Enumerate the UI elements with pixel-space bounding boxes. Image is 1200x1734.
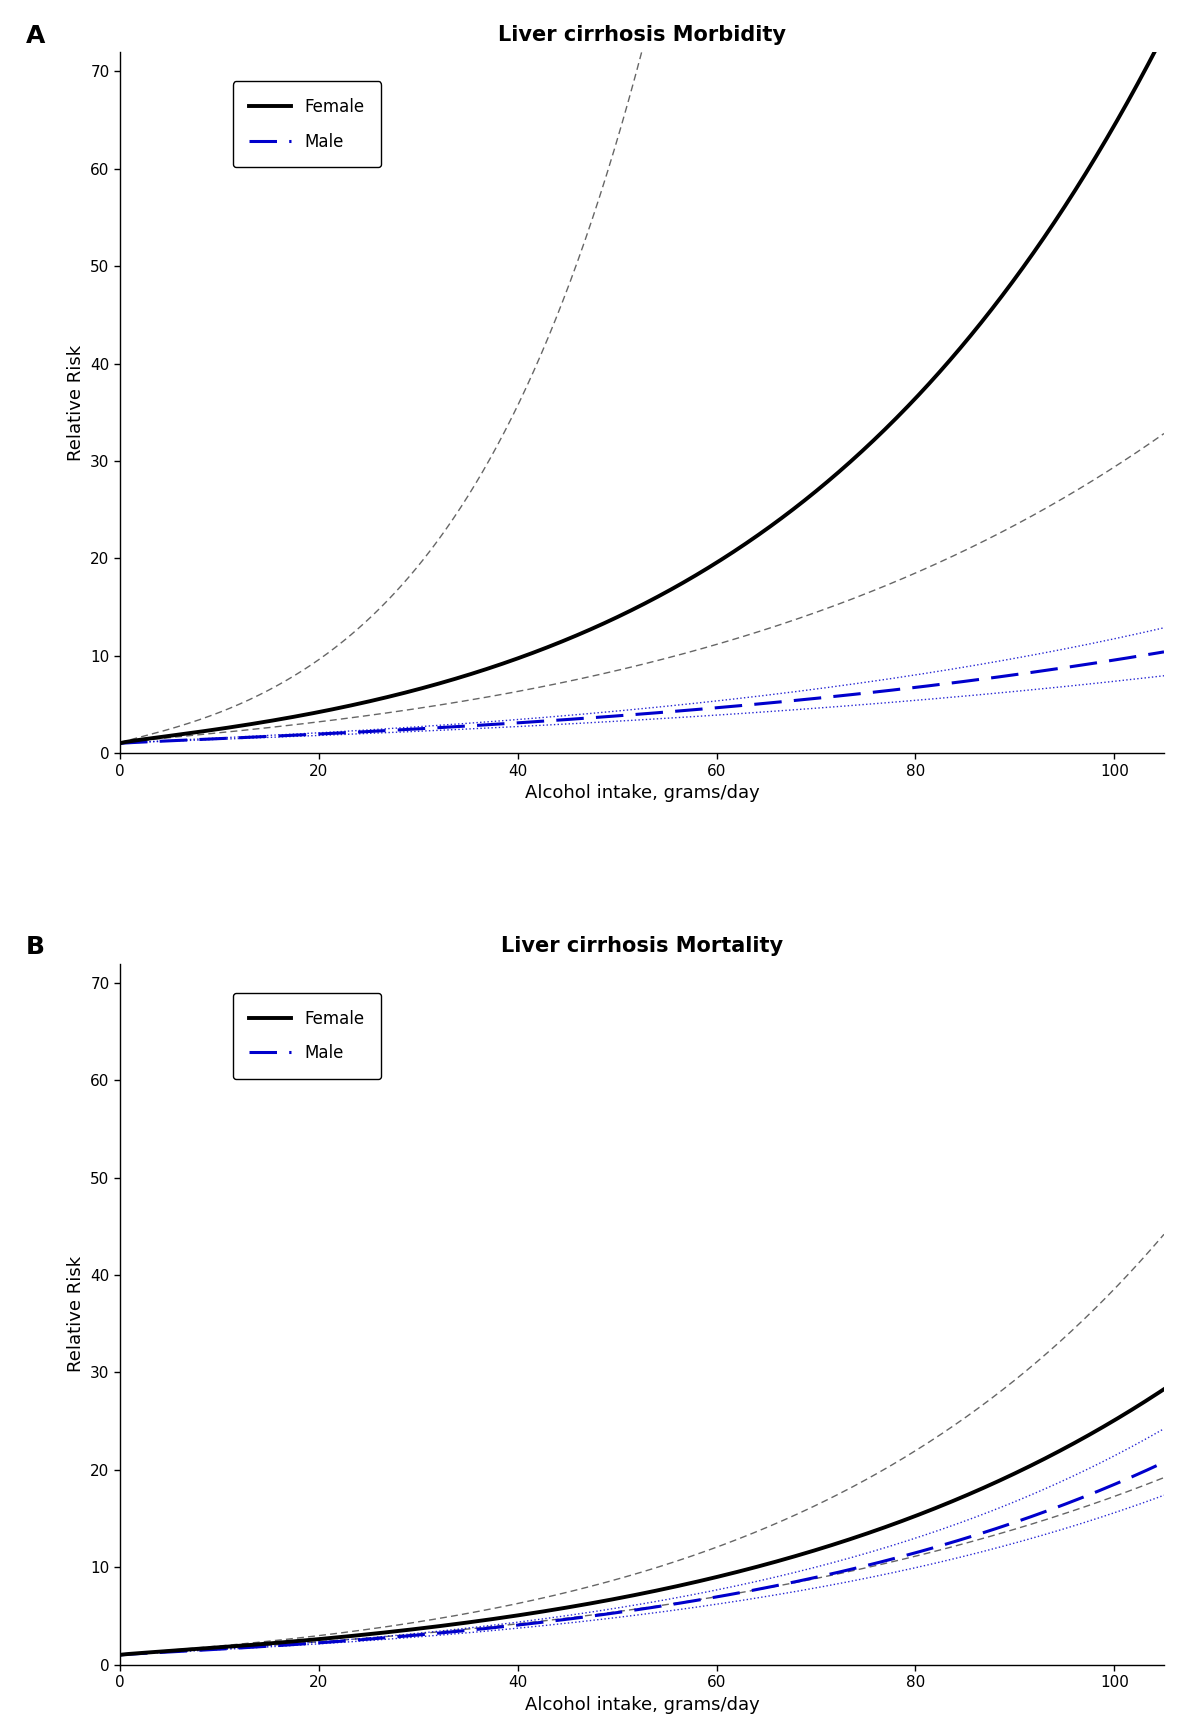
Y-axis label: Relative Risk: Relative Risk — [67, 345, 85, 461]
Text: B: B — [26, 935, 46, 959]
Title: Liver cirrhosis Mortality: Liver cirrhosis Mortality — [500, 936, 784, 957]
Legend: Female, Male: Female, Male — [233, 81, 382, 168]
Text: A: A — [26, 24, 46, 49]
Title: Liver cirrhosis Morbidity: Liver cirrhosis Morbidity — [498, 24, 786, 45]
X-axis label: Alcohol intake, grams/day: Alcohol intake, grams/day — [524, 784, 760, 803]
Legend: Female, Male: Female, Male — [233, 994, 382, 1079]
X-axis label: Alcohol intake, grams/day: Alcohol intake, grams/day — [524, 1696, 760, 1713]
Y-axis label: Relative Risk: Relative Risk — [67, 1255, 85, 1372]
